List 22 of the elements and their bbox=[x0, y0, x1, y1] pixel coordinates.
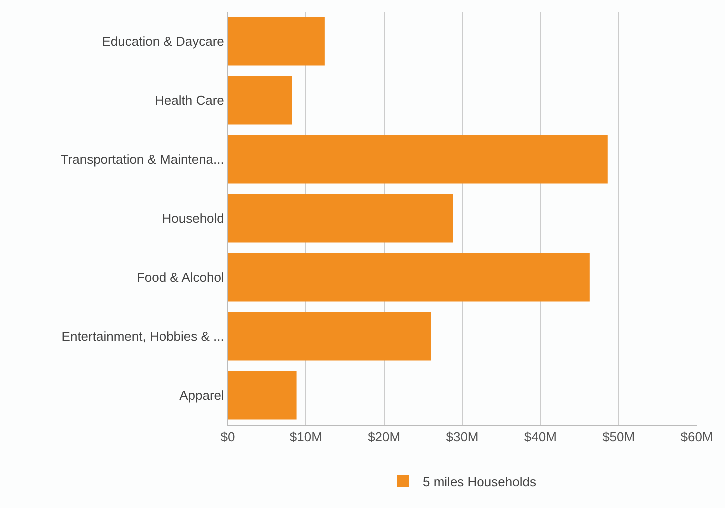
y-tick-label: Transportation & Maintena... bbox=[60, 152, 224, 168]
bar bbox=[228, 312, 432, 361]
x-tick-label: $0 bbox=[220, 430, 236, 445]
y-tick-label: Health Care bbox=[155, 93, 224, 108]
y-tick-label: Entertainment, Hobbies & ... bbox=[62, 329, 224, 344]
y-tick-label: Food & Alcohol bbox=[136, 270, 225, 286]
bar bbox=[228, 253, 590, 302]
x-tick-label: $50M bbox=[602, 430, 636, 445]
x-tick-label: $30M bbox=[446, 430, 479, 445]
bar bbox=[228, 371, 297, 420]
y-tick-label: Apparel bbox=[180, 388, 225, 404]
x-tick-label: $10M bbox=[290, 430, 322, 445]
bar bbox=[228, 76, 292, 125]
x-tick-label: $40M bbox=[524, 430, 557, 445]
bar bbox=[228, 135, 608, 184]
x-tick-label: $60M bbox=[680, 430, 714, 445]
y-tick-label: Household bbox=[162, 211, 224, 226]
y-tick-label: Education & Daycare bbox=[102, 34, 224, 50]
bar bbox=[228, 17, 325, 66]
x-tick-label: $20M bbox=[368, 430, 401, 445]
bar bbox=[228, 194, 454, 243]
legend-label: 5 miles Households bbox=[423, 474, 537, 490]
